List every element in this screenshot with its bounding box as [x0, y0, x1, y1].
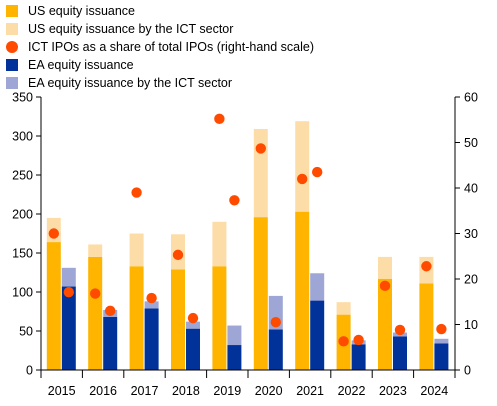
point-ict-ipo-2018.5	[187, 312, 199, 324]
left-tick-label-350: 350	[12, 91, 33, 105]
point-ict-ipo-2016	[90, 288, 101, 299]
bar-ea-ict-2019	[227, 325, 242, 346]
point-ict-ipo-2019.5	[229, 195, 240, 206]
legend-item-ea-equity: EA equity issuance	[6, 56, 314, 74]
bar-us-equity-2021	[295, 211, 310, 370]
bar-ea-ict-2024	[434, 338, 449, 344]
bar-us-equity-2023	[378, 278, 392, 370]
axes-layer: 0 50 100 150 200 250 300 350 0 10 20 30 40 50 60 2015 20…	[12, 91, 478, 399]
x-tick-label-2017: 2017	[131, 384, 159, 398]
bar-us-equity-2020	[253, 217, 268, 370]
right-tick-label-40: 40	[464, 182, 478, 196]
bar-ea-equity-2024	[434, 343, 449, 370]
bar-us-ict-2016	[88, 244, 103, 257]
point-ict-ipo-2017.5	[146, 292, 157, 304]
legend-swatch-ea-equity	[6, 59, 18, 71]
left-tick-label-0: 0	[26, 364, 33, 378]
x-tick-label-2022: 2022	[338, 384, 366, 398]
bar-ea-equity-2015	[61, 286, 76, 370]
bar-ea-equity-2019	[227, 345, 242, 370]
x-tick-label-2023: 2023	[379, 384, 407, 398]
bar-us-ict-2023	[378, 256, 392, 279]
point-ict-ipo-2021	[297, 173, 308, 185]
bar-ea-ict-2017	[144, 301, 159, 309]
left-tick-label-50: 50	[19, 325, 33, 339]
legend-label-ea-ict: EA equity issuance by the ICT sector	[28, 76, 233, 90]
x-tick-label-2018: 2018	[172, 384, 200, 398]
bar-ea-equity-2020	[268, 329, 283, 370]
legend-swatch-us-ict	[6, 23, 18, 35]
legend-label-us-ict: US equity issuance by the ICT sector	[28, 22, 234, 36]
point-ict-ipo-2020.5	[270, 317, 281, 328]
bar-ea-ict-2021	[310, 273, 325, 301]
right-tick-label-10: 10	[464, 318, 478, 332]
legend-label-ict-ipos: ICT IPOs as a share of total IPOs (right…	[28, 40, 314, 54]
left-tick-label-200: 200	[12, 208, 33, 222]
dots-layer	[48, 113, 447, 347]
point-ict-ipo-2015.5	[63, 286, 74, 298]
bar-us-equity-2015	[46, 242, 61, 370]
point-ict-ipo-2023	[379, 280, 391, 292]
legend-label-ea-equity: EA equity issuance	[28, 58, 134, 72]
point-ict-ipo-2023.5	[394, 324, 406, 336]
x-tick-label-2020: 2020	[255, 384, 283, 398]
point-ict-ipo-2016.5	[105, 305, 116, 317]
bar-us-ict-2017	[129, 233, 144, 267]
bar-ea-equity-2022	[351, 344, 366, 370]
point-ict-ipo-2022.5	[353, 334, 364, 346]
right-tick-label-60: 60	[464, 91, 478, 105]
point-ict-ipo-2020	[255, 143, 266, 154]
left-tick-label-300: 300	[12, 130, 33, 144]
point-ict-ipo-2015	[48, 228, 59, 239]
legend-swatch-ea-ict	[6, 77, 18, 89]
right-tick-label-30: 30	[464, 227, 478, 241]
bar-us-equity-2016	[88, 256, 103, 370]
point-ict-ipo-2019	[214, 113, 225, 125]
bar-us-equity-2018	[171, 269, 185, 370]
legend-item-ea-ict: EA equity issuance by the ICT sector	[6, 74, 314, 92]
x-tick-label-2015: 2015	[48, 384, 76, 398]
x-tick-label-2019: 2019	[213, 384, 241, 398]
x-tick-label-2024: 2024	[420, 384, 448, 398]
right-tick-label-50: 50	[464, 136, 478, 150]
bars-layer	[46, 121, 449, 370]
bar-us-ict-2021	[295, 121, 310, 212]
bar-us-equity-2024	[419, 283, 434, 370]
legend-item-us-ict: US equity issuance by the ICT sector	[6, 20, 314, 38]
left-tick-label-100: 100	[12, 286, 33, 300]
bar-us-ict-2020	[253, 128, 268, 218]
legend-label-us-equity: US equity issuance	[28, 4, 136, 18]
bar-us-ict-2022	[336, 302, 351, 315]
left-tick-label-150: 150	[12, 247, 33, 261]
x-tick-label-2021: 2021	[296, 384, 324, 398]
bar-us-equity-2019	[212, 266, 227, 370]
legend-item-ict-ipos: ICT IPOs as a share of total IPOs (right…	[6, 38, 314, 56]
bar-ea-equity-2017	[144, 308, 159, 370]
point-ict-ipo-2024.5	[436, 323, 447, 335]
legend-item-us-equity: US equity issuance	[6, 2, 314, 20]
point-ict-ipo-2017	[131, 187, 142, 198]
bar-ea-equity-2018	[186, 328, 200, 370]
bar-ea-ict-2018	[186, 321, 200, 329]
point-ict-ipo-2024	[421, 261, 432, 272]
point-ict-ipo-2021.5	[312, 166, 323, 178]
point-ict-ipo-2022	[338, 336, 349, 347]
x-tick-label-2016: 2016	[89, 384, 117, 398]
bar-us-equity-2017	[129, 266, 144, 370]
bar-ea-equity-2021	[310, 300, 325, 370]
legend-swatch-us-equity	[6, 5, 18, 17]
legend: US equity issuance US equity issuance by…	[6, 2, 314, 92]
bar-us-ict-2019	[212, 221, 227, 267]
left-tick-label-250: 250	[12, 169, 33, 183]
bar-ea-equity-2016	[103, 316, 118, 370]
right-tick-label-0: 0	[464, 364, 471, 378]
legend-swatch-ict-ipos	[6, 41, 18, 53]
point-ict-ipo-2018	[172, 249, 184, 261]
bar-ea-ict-2015	[61, 267, 76, 287]
bar-ea-equity-2023	[393, 336, 407, 370]
right-tick-label-20: 20	[464, 273, 478, 287]
